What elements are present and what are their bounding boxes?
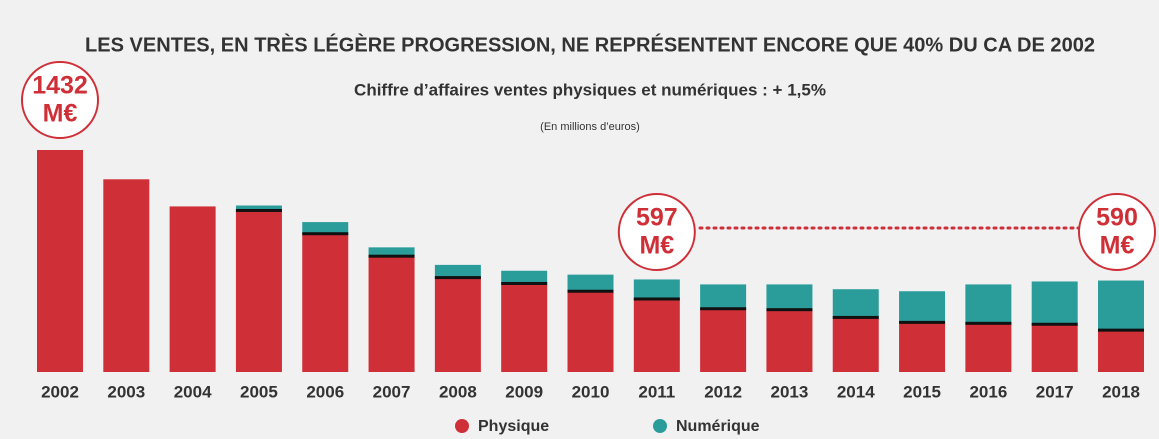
chart-title: LES VENTES, EN TRÈS LÉGÈRE PROGRESSION, … (85, 33, 1095, 56)
bar-segment (103, 179, 150, 372)
bar-segment (700, 308, 747, 372)
bar-segment (235, 210, 282, 372)
x-tick-label: 2015 (903, 382, 941, 401)
segment-border (368, 254, 415, 258)
bar-segment (633, 298, 680, 372)
bar-segment (899, 291, 946, 323)
segment-border (899, 320, 946, 324)
bar-segment (766, 284, 813, 310)
bar-segment (434, 277, 481, 372)
bar-segment (235, 205, 282, 211)
bar-segment (368, 256, 415, 372)
bar-segment (965, 323, 1012, 372)
segment-border (1098, 328, 1144, 332)
bar-segment (700, 284, 747, 309)
bar-segment (567, 291, 614, 372)
bar-segment (633, 279, 680, 299)
bar-segment (832, 289, 879, 318)
x-tick-label: 2009 (505, 382, 543, 401)
x-tick-label: 2016 (969, 382, 1007, 401)
segment-border (235, 208, 282, 212)
bar-segment (302, 222, 349, 234)
segment-border (1031, 322, 1078, 326)
x-tick-label: 2002 (41, 382, 79, 401)
callout-text: 597 (636, 204, 678, 232)
callout-text: M€ (639, 232, 674, 260)
segment-border (434, 276, 481, 280)
segment-border (766, 308, 813, 312)
legend-label: Physique (478, 418, 549, 435)
segment-border (302, 232, 349, 236)
x-tick-label: 2018 (1102, 382, 1140, 401)
bar-segment (1098, 280, 1144, 331)
legend-swatch (653, 419, 667, 433)
callout-circle (1078, 193, 1156, 271)
bar-segment (965, 284, 1012, 324)
bar-segment (368, 247, 415, 257)
segment-border (633, 297, 680, 301)
bar-segment (1031, 281, 1078, 325)
bar-segment (302, 233, 349, 372)
callout-circle (617, 193, 696, 271)
x-tick-label: 2006 (306, 382, 344, 401)
x-tick-label: 2014 (837, 382, 875, 401)
x-tick-label: 2008 (439, 382, 477, 401)
x-tick-label: 2013 (771, 382, 809, 401)
x-tick-label: 2004 (174, 382, 212, 401)
x-tick-label: 2017 (1036, 382, 1074, 401)
bar-segment (501, 270, 548, 284)
unit-note: (En millions d’euros) (540, 121, 640, 133)
callout-text: M€ (1100, 232, 1135, 260)
segment-border (965, 321, 1012, 325)
bar-segment (37, 150, 83, 372)
x-tick-label: 2003 (107, 382, 145, 401)
bar-segment (434, 264, 481, 278)
callout-text: 1432 (32, 72, 88, 100)
bar-segment (766, 309, 813, 372)
x-tick-label: 2010 (572, 382, 610, 401)
legend-swatch (455, 419, 469, 433)
callout-circle (21, 61, 99, 139)
bar-segment (832, 317, 879, 372)
x-tick-label: 2007 (373, 382, 411, 401)
segment-border (567, 289, 614, 293)
callout-text: M€ (43, 100, 78, 128)
chart-subtitle: Chiffre d’affaires ventes physiques et n… (354, 80, 826, 99)
segment-border (832, 315, 879, 319)
x-tick-label: 2011 (638, 382, 675, 401)
x-tick-label: 2005 (240, 382, 278, 401)
bar-segment (169, 206, 216, 372)
segment-border (700, 307, 747, 311)
bar-segment (1031, 324, 1078, 372)
bar-segment (567, 274, 614, 292)
bar-segment (899, 322, 946, 372)
x-tick-label: 2012 (704, 382, 742, 401)
segment-border (501, 281, 548, 285)
bar-segment (1098, 330, 1144, 372)
bar-segment (501, 283, 548, 372)
legend-label: Numérique (676, 418, 760, 435)
callout-text: 590 (1096, 204, 1138, 232)
